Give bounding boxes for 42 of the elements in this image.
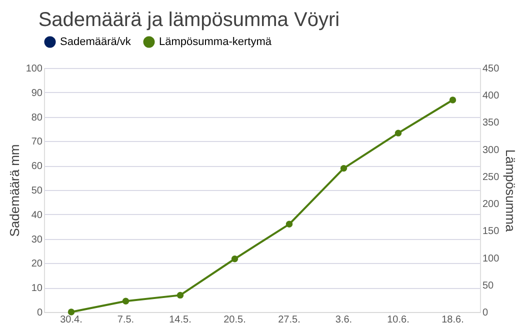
point <box>449 96 456 104</box>
point <box>68 308 75 316</box>
y2-tick-label: 400 <box>482 90 500 102</box>
y2-tick-label: 250 <box>482 172 500 183</box>
x-tick-label: 30.4. <box>60 314 82 326</box>
y2-tick-label: 100 <box>482 253 500 264</box>
y2-tick-label: 150 <box>482 226 500 238</box>
y-tick-label: 60 <box>31 161 43 172</box>
legend-label: Sademäärä/vk <box>60 36 132 48</box>
y-axis-title: Sademäärä mm <box>6 144 22 237</box>
point <box>394 130 402 136</box>
x-tick-label: 10.6. <box>387 314 410 326</box>
x-tick-label: 14.5. <box>169 314 192 326</box>
y-tick-label: 50 <box>31 186 43 196</box>
x-tick-label: 20.5. <box>224 314 246 326</box>
y2-tick-label: 350 <box>482 118 500 129</box>
y-tick-label: 90 <box>31 88 43 99</box>
y2-tick-label: 450 <box>482 64 500 74</box>
x-tick-label: 18.6. <box>442 314 464 326</box>
y-tick-label: 30 <box>31 234 43 246</box>
y-tick-label: 40 <box>31 210 43 221</box>
y-tick-label: 100 <box>26 64 43 74</box>
x-tick-label: 27.5. <box>278 314 300 326</box>
point <box>340 164 348 172</box>
y-tick-label: 0 <box>36 308 43 318</box>
x-tick-label: 3.6. <box>335 314 352 326</box>
y2-tick-label: 300 <box>482 144 500 156</box>
x-tick-label: 7.5. <box>117 314 134 326</box>
y-tick-label: 10 <box>31 283 43 294</box>
point <box>231 256 238 262</box>
y2-tick-label: 0 <box>482 308 488 318</box>
legend-label: Lämpösumma-kertymä <box>159 36 272 48</box>
point <box>176 292 184 299</box>
chart-title: Sademäärä ja lämpösumma Vöyri <box>38 9 340 31</box>
y-tick-label: 80 <box>31 112 43 124</box>
point <box>122 298 130 305</box>
y2-axis-title: Lämpösumma <box>503 149 518 232</box>
y-tick-label: 70 <box>31 136 43 148</box>
point <box>286 220 293 228</box>
y2-tick-label: 50 <box>482 280 494 292</box>
y2-tick-label: 200 <box>482 199 500 210</box>
y-tick-label: 20 <box>31 258 43 270</box>
